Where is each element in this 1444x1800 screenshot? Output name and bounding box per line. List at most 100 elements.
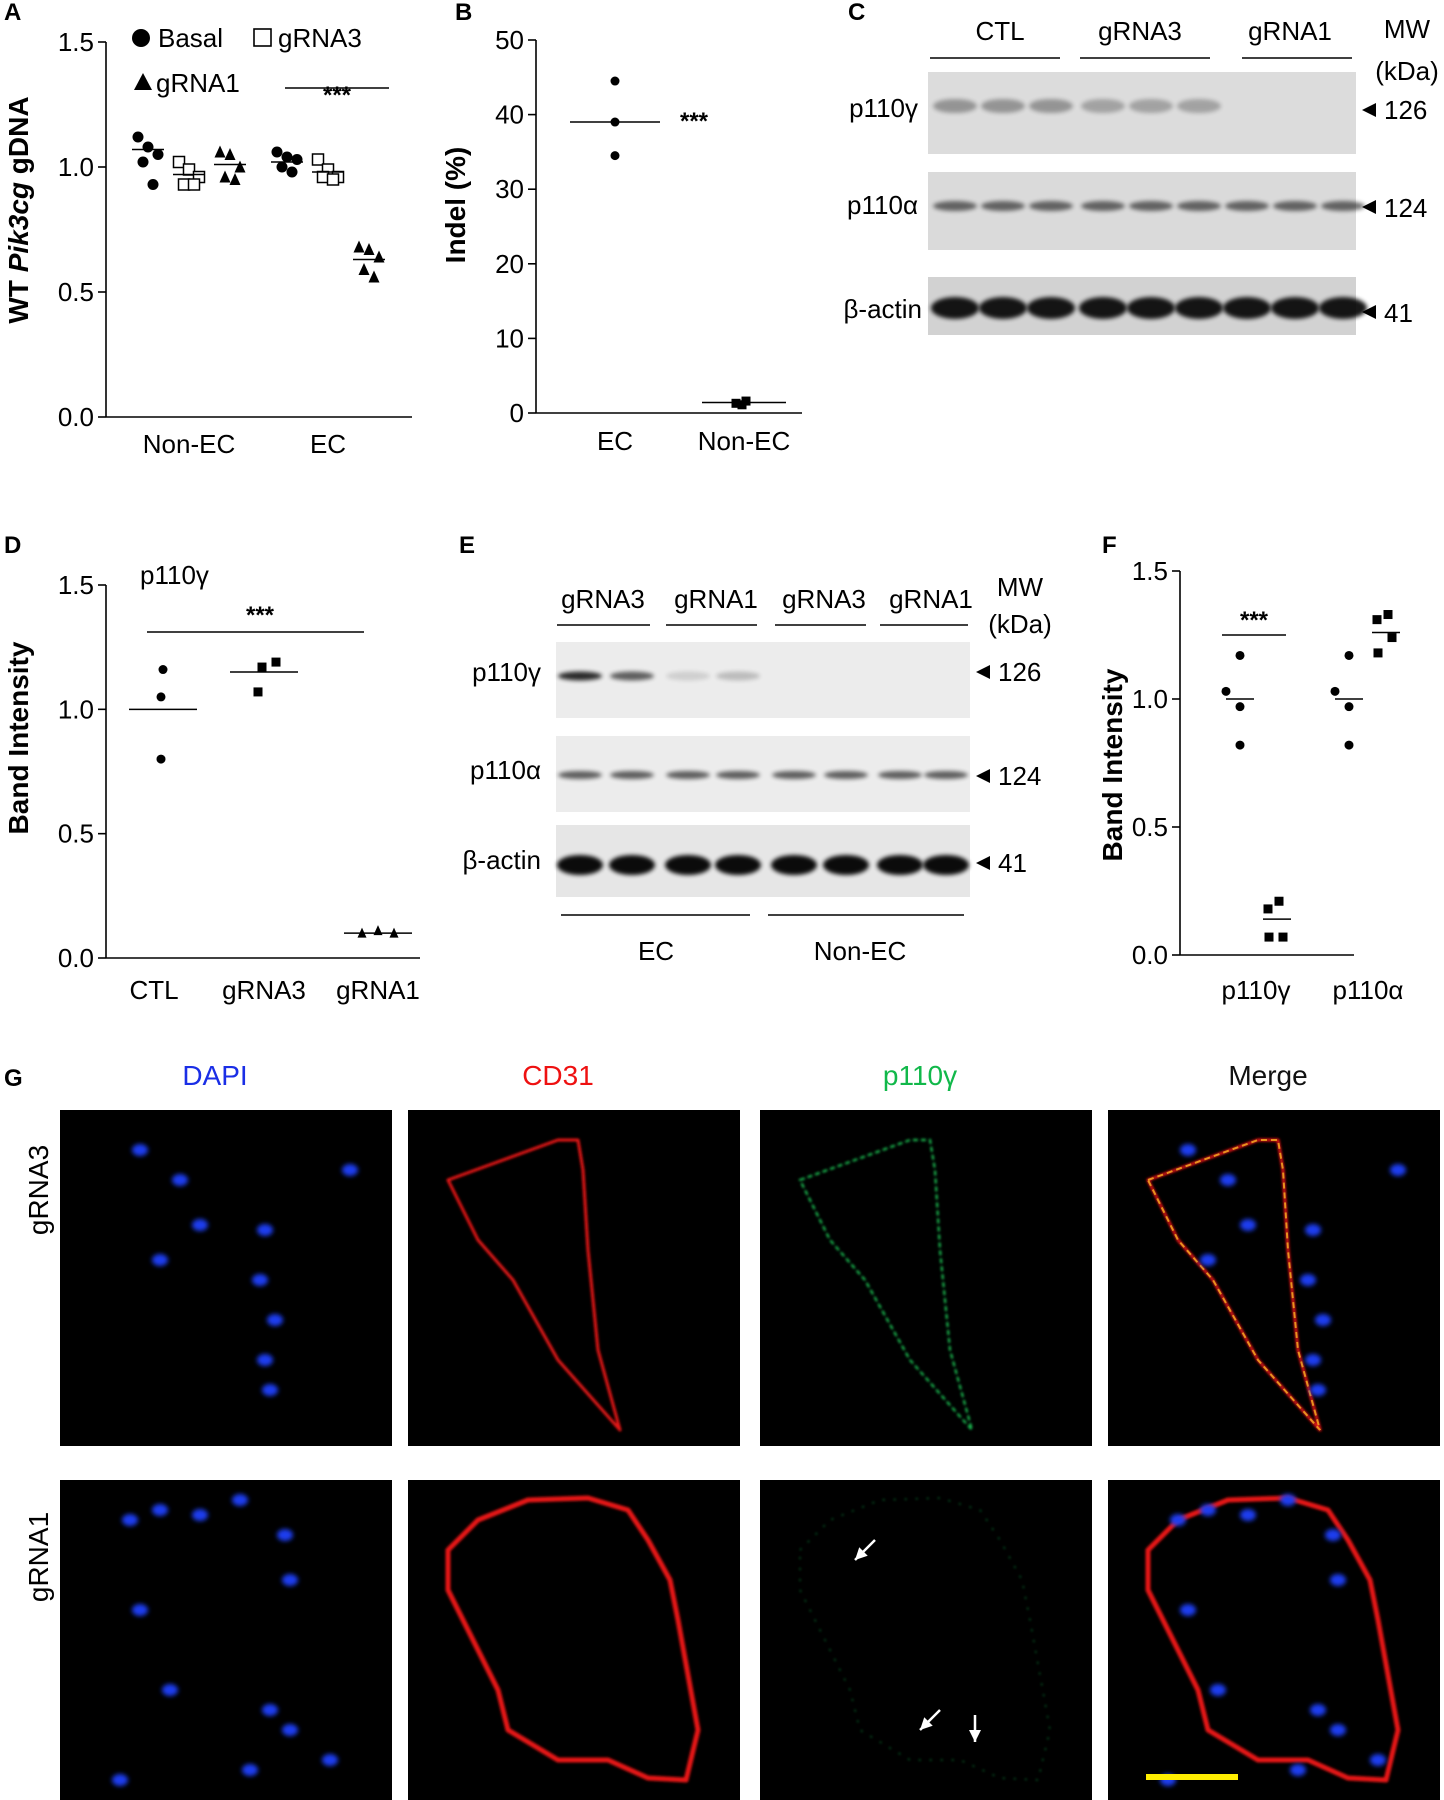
dapi-nucleus xyxy=(112,1774,128,1786)
data-point xyxy=(234,160,246,173)
y-tick-label: 1.5 xyxy=(58,570,94,600)
band-actin xyxy=(1127,297,1175,319)
blot-c-mw-126: 126 xyxy=(1384,95,1427,125)
blot-c-mw-arrow xyxy=(1362,305,1376,319)
panel-letter-e: E xyxy=(459,532,475,559)
data-point xyxy=(137,156,149,168)
annotation-arrowhead xyxy=(855,1547,868,1560)
dapi-nucleus xyxy=(257,1354,273,1366)
y-tick-label: 0 xyxy=(510,398,524,428)
legend-basal-label: Basal xyxy=(158,23,223,53)
micrograph-grna3-p110 xyxy=(760,1110,1092,1446)
band-p110a xyxy=(824,771,868,779)
micrograph-grna3-merge xyxy=(1108,1110,1440,1446)
dapi-nucleus xyxy=(1210,1684,1226,1696)
data-point xyxy=(147,179,159,190)
band-p110g xyxy=(666,671,710,681)
band-p110a xyxy=(716,771,760,779)
stain-label-cd31: CD31 xyxy=(522,1060,594,1091)
dapi-nucleus xyxy=(1200,1504,1216,1516)
panel-g: G DAPI CD31 p110γ Merge gRNA3 gRNA1 xyxy=(4,1060,1440,1800)
blot-c-strip-p110g xyxy=(928,72,1356,154)
dapi-nucleus xyxy=(1310,1704,1326,1716)
blot-c-group-grna1: gRNA1 xyxy=(1248,16,1332,46)
band-actin xyxy=(923,855,969,875)
y-tick-label: 1.5 xyxy=(1132,556,1168,586)
significance-label: *** xyxy=(1240,607,1269,634)
data-point xyxy=(1372,615,1382,625)
blot-e-bands xyxy=(557,671,969,875)
band-actin xyxy=(1079,297,1127,319)
dapi-nucleus xyxy=(1280,1494,1296,1506)
blot-e-mw-header: MW xyxy=(997,572,1044,602)
dapi-nucleus xyxy=(1180,1144,1196,1156)
band-p110a xyxy=(1273,201,1317,211)
micrograph-background xyxy=(60,1110,392,1446)
legend-grna1-label: gRNA1 xyxy=(156,68,240,98)
band-actin xyxy=(1319,297,1367,319)
panel-b: B Indel (%) 0 10 20 30 40 50 EC Non-EC *** xyxy=(440,0,802,456)
dapi-nucleus xyxy=(152,1254,168,1266)
dapi-nucleus xyxy=(1315,1314,1331,1326)
band-actin xyxy=(771,855,817,875)
band-actin xyxy=(557,855,603,875)
blot-e-mw-unit: (kDa) xyxy=(988,609,1052,639)
legend-basal-marker xyxy=(132,29,150,47)
micrograph-background xyxy=(408,1110,740,1446)
dapi-nucleus xyxy=(1240,1219,1256,1231)
panel-e: E gRNA3 gRNA1 gRNA3 gRNA1 MW (kDa) p110γ… xyxy=(459,532,1052,966)
blot-e-group-2: gRNA1 xyxy=(674,584,758,614)
micrograph-background xyxy=(760,1110,1092,1446)
y-tick-label: 40 xyxy=(495,100,524,130)
significance-label: *** xyxy=(680,108,709,135)
band-actin xyxy=(1223,297,1271,319)
band-actin xyxy=(609,855,655,875)
blot-e-mw-arrow xyxy=(976,856,990,870)
y-tick-label: 0.0 xyxy=(58,943,94,973)
data-point xyxy=(1278,932,1288,942)
x-tick-label: p110α xyxy=(1333,975,1404,1005)
data-point xyxy=(1373,648,1383,658)
y-tick-label: 30 xyxy=(495,174,524,204)
y-tick-label: 1.0 xyxy=(58,694,94,724)
band-p110g xyxy=(1029,99,1073,113)
blot-c-mw-arrow xyxy=(1362,200,1376,214)
band-p110a xyxy=(1081,201,1125,211)
dapi-nucleus xyxy=(1300,1274,1316,1286)
significance-label: *** xyxy=(246,602,275,629)
blot-c-row-label-actin: β-actin xyxy=(843,294,922,324)
dapi-nucleus xyxy=(152,1504,168,1516)
band-p110a xyxy=(1321,201,1365,211)
scale-bar xyxy=(1146,1774,1238,1780)
data-point xyxy=(358,263,370,275)
blot-c-bands xyxy=(931,99,1367,319)
dapi-nucleus xyxy=(257,1224,273,1236)
x-tick-label: gRNA3 xyxy=(222,975,306,1005)
panel-b-y-axis-label: Indel (%) xyxy=(440,147,471,264)
y-tick-label: 10 xyxy=(495,323,524,353)
micrograph-grid xyxy=(60,1110,1440,1800)
band-actin xyxy=(823,855,869,875)
dapi-nucleus xyxy=(1310,1384,1326,1396)
band-actin xyxy=(979,297,1027,319)
dapi-nucleus xyxy=(1390,1164,1406,1176)
cd31-signal xyxy=(445,1495,701,1783)
band-p110g xyxy=(610,671,654,681)
panel-letter-g: G xyxy=(4,1065,23,1092)
dapi-nucleus xyxy=(1200,1254,1216,1266)
micrograph-grna3-cd31 xyxy=(408,1110,740,1446)
dapi-nucleus xyxy=(277,1529,293,1541)
band-actin xyxy=(1271,297,1319,319)
dapi-nucleus xyxy=(1170,1514,1186,1526)
data-point xyxy=(368,270,380,283)
dapi-nucleus xyxy=(282,1574,298,1586)
panel-letter-b: B xyxy=(455,0,472,26)
data-point xyxy=(276,161,288,173)
dapi-nucleus xyxy=(132,1604,148,1616)
band-p110a xyxy=(558,771,602,779)
row-label-grna1: gRNA1 xyxy=(23,1512,54,1602)
band-p110a xyxy=(1177,201,1221,211)
p110g-signal xyxy=(798,1138,974,1431)
panel-letter-f: F xyxy=(1102,532,1117,559)
data-point xyxy=(1344,702,1354,712)
